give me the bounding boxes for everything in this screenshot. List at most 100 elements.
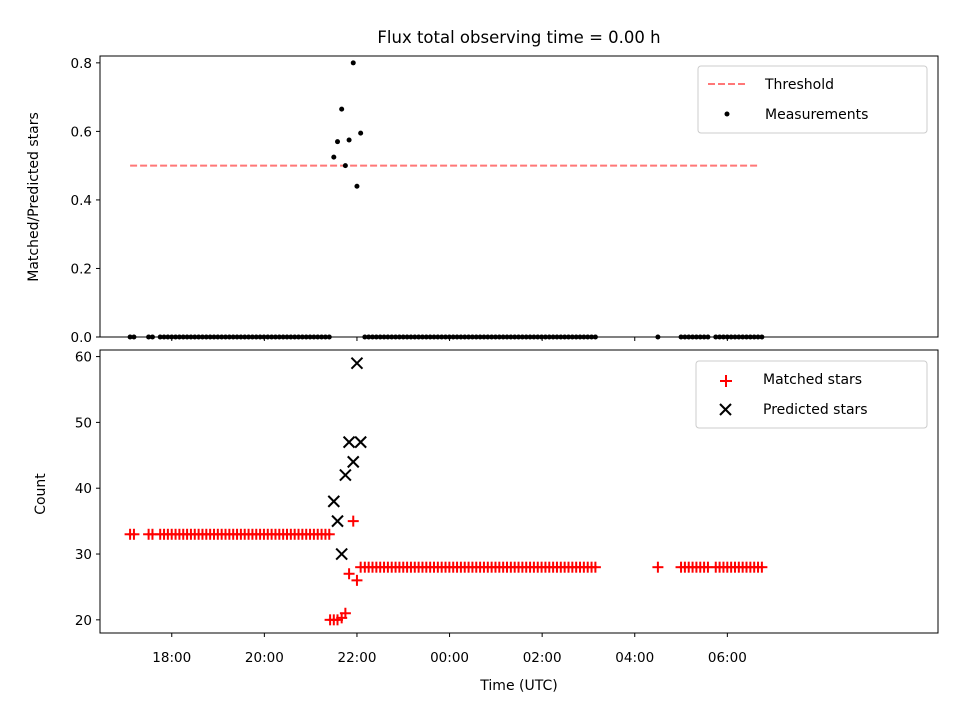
measurement-point: [319, 334, 325, 340]
measurement-point: [546, 334, 552, 340]
top-y-tick-label: 0.4: [71, 193, 92, 209]
measurement-point: [257, 334, 263, 340]
figure-title: Flux total observing time = 0.00 h: [377, 28, 660, 47]
measurement-point: [176, 334, 182, 340]
measurement-point: [211, 334, 217, 340]
predicted-star-marker: [331, 514, 344, 528]
measurement-point: [569, 334, 575, 340]
measurement-point: [450, 334, 456, 340]
measurement-point: [736, 334, 742, 340]
bottom-data-marks: [124, 356, 768, 626]
measurement-point: [199, 334, 205, 340]
measurements-legend-label: Measurements: [765, 107, 868, 123]
measurement-point: [523, 334, 529, 340]
top-y-tick-label: 0.0: [71, 330, 92, 346]
measurement-point: [439, 334, 445, 340]
bottom-legend-box: [695, 360, 928, 429]
measurement-point: [404, 334, 410, 340]
bottom-legend: Matched stars Predicted stars: [695, 360, 928, 429]
measurement-point: [149, 334, 155, 340]
measurement-point: [169, 334, 175, 340]
bottom-panel: 20 30 40 50 60 18:00 20:00 22:00 00:00 02:00 04:0…: [33, 349, 939, 694]
matched-star-marker: [351, 574, 363, 586]
measurement-point: [477, 334, 483, 340]
measurement-point: [500, 334, 506, 340]
measurement-point: [215, 334, 221, 340]
measurement-point: [724, 334, 730, 340]
measurement-point: [481, 334, 487, 340]
measurement-point: [720, 334, 726, 340]
top-y-tick-label: 0.6: [71, 124, 92, 140]
measurement-point: [423, 334, 429, 340]
measurement-point: [288, 334, 294, 340]
measurement-point: [272, 334, 278, 340]
measurement-point: [431, 334, 437, 340]
measurement-point: [427, 334, 433, 340]
measurement-point: [690, 334, 696, 340]
measurement-point: [342, 163, 348, 169]
measurement-point: [331, 154, 337, 160]
bottom-y-tick-label: 60: [75, 350, 92, 366]
measurement-point: [131, 334, 137, 340]
measurement-point: [747, 334, 753, 340]
measurement-point: [416, 334, 422, 340]
measurement-point: [284, 334, 290, 340]
predicted-star-marker: [354, 435, 367, 449]
matched-stars-legend-swatch: [720, 375, 732, 387]
top-y-axis-label: Matched/Predicted stars: [26, 112, 42, 282]
measurement-point: [165, 334, 171, 340]
measurement-point: [296, 334, 302, 340]
measurement-point: [539, 334, 545, 340]
measurement-point: [519, 334, 525, 340]
measurement-point: [253, 334, 259, 340]
measurement-point: [592, 334, 598, 340]
measurement-point: [188, 334, 194, 340]
measurement-point: [265, 334, 271, 340]
measurement-point: [242, 334, 248, 340]
measurement-point: [435, 334, 441, 340]
measurement-point: [311, 334, 317, 340]
measurement-point: [740, 334, 746, 340]
measurement-point: [370, 334, 376, 340]
top-data-marks: [127, 60, 765, 340]
measurement-point: [678, 334, 684, 340]
measurement-point: [146, 334, 152, 340]
measurement-point: [335, 139, 341, 145]
matched-star-marker: [355, 561, 367, 573]
matched-stars-legend-label: Matched stars: [763, 372, 862, 388]
x-axis-label: Time (UTC): [479, 678, 557, 694]
measurement-point: [346, 137, 352, 143]
measurement-point: [292, 334, 298, 340]
measurement-point: [759, 334, 765, 340]
measurement-point: [585, 334, 591, 340]
top-y-tick-label: 0.2: [71, 261, 92, 277]
measurement-point: [389, 334, 395, 340]
measurement-point: [535, 334, 541, 340]
measurement-point: [573, 334, 579, 340]
measurement-point: [469, 334, 475, 340]
measurement-point: [161, 334, 167, 340]
measurement-point: [223, 334, 229, 340]
matched-star-marker: [652, 561, 664, 573]
measurement-point: [249, 334, 255, 340]
predicted-star-marker: [347, 455, 360, 469]
matched-star-marker: [343, 568, 355, 580]
measurement-point: [751, 334, 757, 340]
predicted-star-marker: [335, 547, 348, 561]
bottom-y-tick-label: 30: [75, 547, 92, 563]
measurement-point: [701, 334, 707, 340]
bottom-x-tick-label: 00:00: [430, 650, 469, 666]
measurement-point: [219, 334, 225, 340]
measurement-point: [550, 334, 556, 340]
measurement-point: [562, 334, 568, 340]
measurement-point: [400, 334, 406, 340]
measurement-point: [184, 334, 190, 340]
measurements-legend-swatch: [724, 111, 730, 117]
measurement-point: [207, 334, 213, 340]
measurement-point: [686, 334, 692, 340]
matched-star-marker: [589, 561, 601, 573]
top-legend-box: [697, 65, 928, 134]
measurement-point: [527, 334, 533, 340]
threshold-legend-label: Threshold: [764, 77, 834, 93]
measurement-point: [693, 334, 699, 340]
